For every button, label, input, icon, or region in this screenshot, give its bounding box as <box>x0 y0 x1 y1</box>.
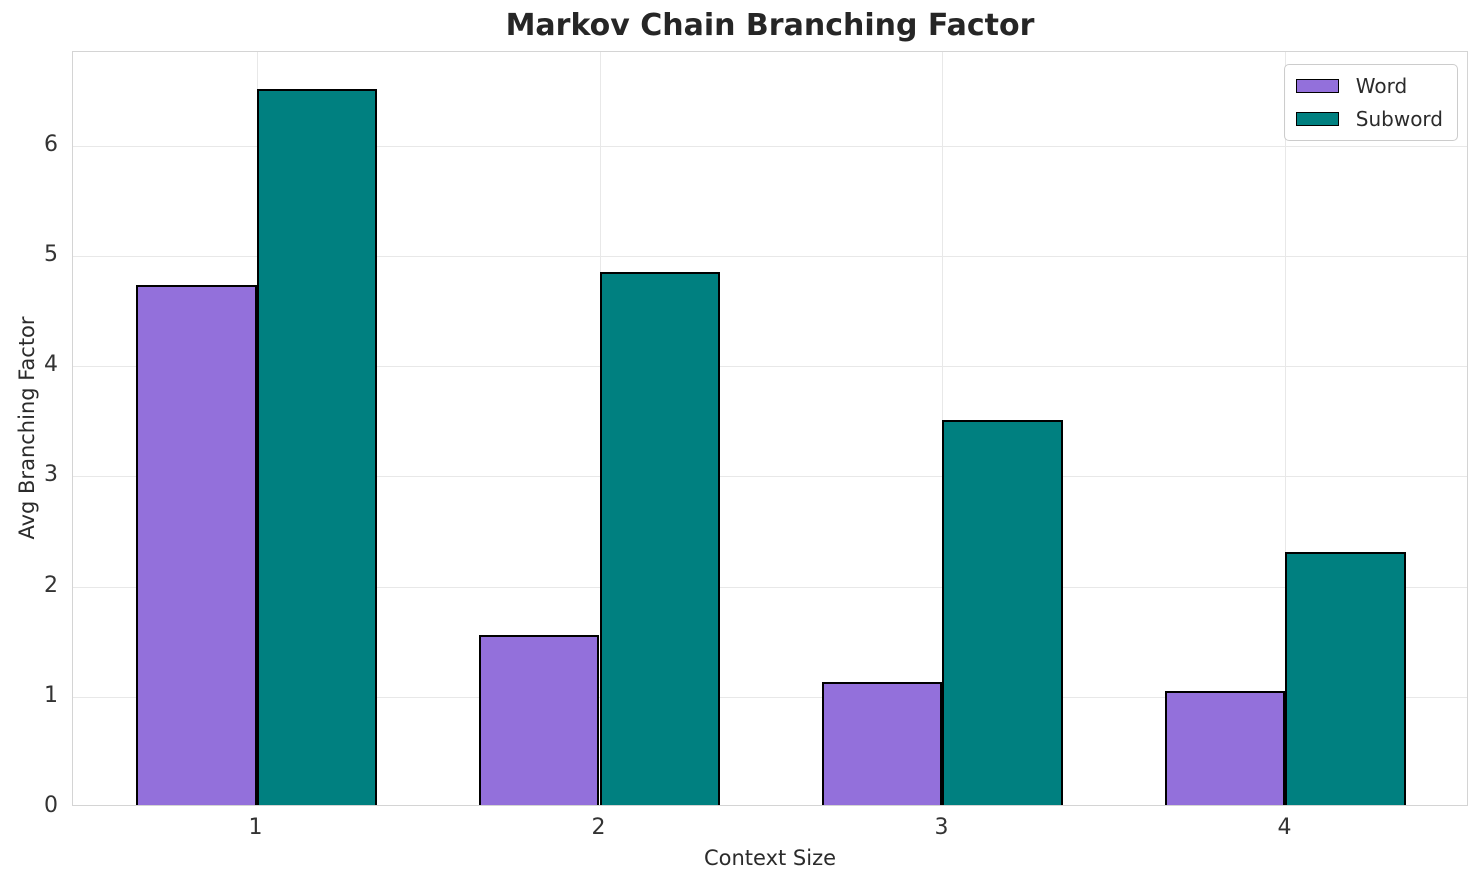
gridline-vertical <box>1285 52 1287 805</box>
y-tick-label: 0 <box>44 793 58 818</box>
x-tick-label: 2 <box>591 815 606 840</box>
y-tick-label: 4 <box>44 352 58 378</box>
y-tick-label: 5 <box>44 241 58 267</box>
y-tick-label: 1 <box>44 682 58 708</box>
bar-word-3 <box>822 681 943 805</box>
legend-swatch-word <box>1295 79 1339 93</box>
bar-subword-1 <box>256 88 377 805</box>
gridline-horizontal <box>73 366 1467 368</box>
x-tick-label: 1 <box>248 815 263 840</box>
chart-title: Markov Chain Branching Factor <box>505 8 1035 43</box>
y-tick-label: 2 <box>44 572 58 598</box>
legend-item-word: Word <box>1295 74 1443 98</box>
x-tick-label: 3 <box>934 815 949 840</box>
gridline-horizontal <box>73 255 1467 257</box>
gridline-horizontal <box>73 586 1467 588</box>
legend-label: Subword <box>1355 107 1443 131</box>
bar-word-1 <box>136 284 257 805</box>
bar-subword-4 <box>1285 551 1406 805</box>
bar-subword-2 <box>599 271 720 805</box>
legend-item-subword: Subword <box>1295 107 1443 131</box>
legend-swatch-subword <box>1295 112 1339 126</box>
gridline-horizontal <box>73 476 1467 478</box>
gridline-horizontal <box>73 696 1467 698</box>
x-tick-label: 4 <box>1277 815 1292 840</box>
x-axis-label: Context Size <box>703 846 837 870</box>
bar-word-4 <box>1165 691 1286 805</box>
y-tick-label: 3 <box>44 462 58 488</box>
legend: Word Subword <box>1283 64 1458 141</box>
y-axis-label: Avg Branching Factor <box>15 316 39 540</box>
gridline-horizontal <box>73 145 1467 147</box>
plot-area: Word Subword <box>72 51 1468 806</box>
legend-label: Word <box>1355 74 1408 98</box>
bar-word-2 <box>479 635 600 805</box>
y-tick-label: 6 <box>44 131 58 157</box>
bar-subword-3 <box>942 420 1063 805</box>
